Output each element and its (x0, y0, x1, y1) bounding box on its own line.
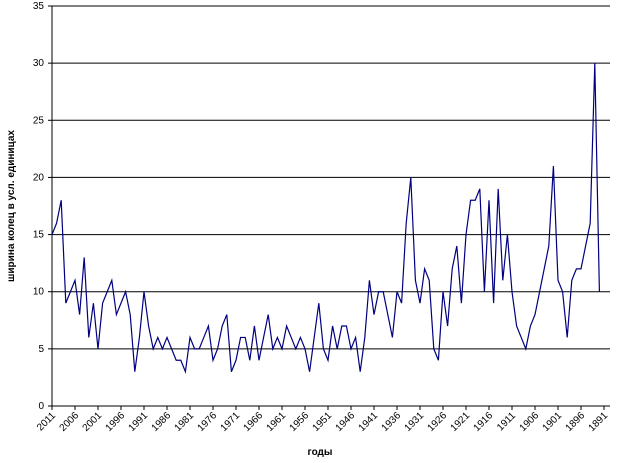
x-tick-label: 1991 (127, 410, 151, 434)
x-tick-label: 1921 (449, 410, 473, 434)
y-tick-label: 15 (33, 230, 45, 241)
y-tick-label: 5 (38, 344, 44, 355)
x-tick-label: 1906 (518, 410, 542, 434)
x-tick-label: 1946 (334, 410, 358, 434)
x-tick-label: 1976 (196, 410, 220, 434)
x-tick-label: 2001 (81, 410, 105, 434)
y-tick-label: 30 (33, 58, 45, 69)
y-axis-label: ширина колец в усл. единицах (6, 130, 17, 282)
x-tick-label: 1956 (288, 410, 312, 434)
x-tick-label: 1961 (265, 410, 289, 434)
x-tick-label: 1901 (541, 410, 565, 434)
x-tick-label: 1891 (587, 410, 611, 434)
x-axis-label: годы (308, 447, 333, 458)
x-tick-label: 1996 (104, 410, 128, 434)
x-tick-label: 1926 (426, 410, 450, 434)
x-tick-label: 1986 (150, 410, 174, 434)
x-tick-label: 2011 (35, 410, 58, 433)
x-tick-label: 1966 (242, 410, 266, 434)
x-tick-label: 1896 (564, 410, 588, 434)
x-tick-label: 1941 (357, 410, 381, 434)
x-tick-label: 1951 (311, 410, 335, 434)
y-tick-label: 35 (33, 1, 45, 12)
x-tick-label: 1981 (173, 410, 197, 434)
x-tick-label: 2006 (58, 410, 82, 434)
x-tick-label: 1936 (380, 410, 404, 434)
x-tick-label: 1931 (403, 410, 427, 434)
x-tick-label: 1916 (472, 410, 496, 434)
y-tick-label: 25 (33, 115, 45, 126)
y-tick-label: 10 (33, 287, 45, 298)
x-tick-label: 1971 (219, 410, 243, 434)
y-tick-label: 0 (38, 401, 44, 412)
line-series (51, 63, 600, 375)
y-tick-label: 20 (33, 172, 45, 183)
x-tick-label: 1911 (495, 410, 518, 433)
